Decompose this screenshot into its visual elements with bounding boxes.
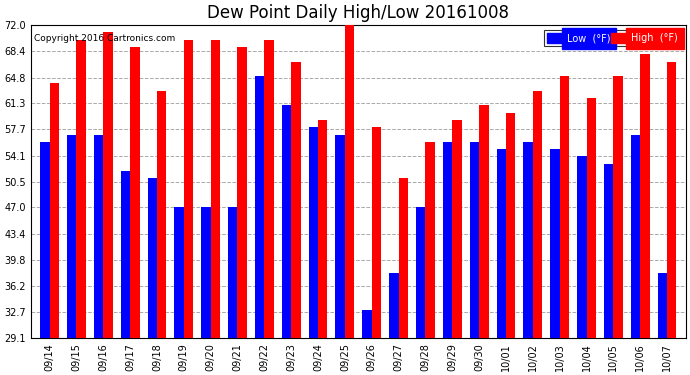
Bar <box>210 40 220 338</box>
Bar <box>255 76 264 338</box>
Bar <box>291 62 301 338</box>
Bar <box>362 309 372 338</box>
Bar <box>67 135 77 338</box>
Bar <box>497 149 506 338</box>
Bar <box>533 91 542 338</box>
Bar <box>372 127 381 338</box>
Bar <box>335 135 345 338</box>
Bar <box>50 84 59 338</box>
Bar <box>318 120 328 338</box>
Bar <box>104 32 112 338</box>
Bar <box>604 164 613 338</box>
Bar <box>40 142 50 338</box>
Bar <box>613 76 623 338</box>
Bar <box>416 207 426 338</box>
Text: Copyright 2016 Cartronics.com: Copyright 2016 Cartronics.com <box>34 34 175 44</box>
Bar <box>658 273 667 338</box>
Bar <box>389 273 399 338</box>
Bar <box>345 18 354 338</box>
Bar <box>524 142 533 338</box>
Bar <box>184 40 193 338</box>
Bar <box>470 142 479 338</box>
Bar <box>77 40 86 338</box>
Bar <box>308 127 318 338</box>
Legend: Low  (°F), High  (°F): Low (°F), High (°F) <box>544 30 681 46</box>
Bar <box>130 47 139 338</box>
Bar <box>237 47 247 338</box>
Bar <box>426 142 435 338</box>
Bar <box>94 135 104 338</box>
Bar <box>148 178 157 338</box>
Bar <box>640 54 649 338</box>
Bar <box>228 207 237 338</box>
Bar <box>560 76 569 338</box>
Bar <box>264 40 274 338</box>
Bar <box>452 120 462 338</box>
Bar <box>157 91 166 338</box>
Bar <box>201 207 210 338</box>
Bar <box>399 178 408 338</box>
Bar <box>550 149 560 338</box>
Bar <box>506 112 515 338</box>
Bar <box>667 62 676 338</box>
Bar <box>282 105 291 338</box>
Bar <box>479 105 489 338</box>
Bar <box>175 207 184 338</box>
Bar <box>121 171 130 338</box>
Bar <box>577 156 586 338</box>
Bar <box>631 135 640 338</box>
Bar <box>586 98 596 338</box>
Title: Dew Point Daily High/Low 20161008: Dew Point Daily High/Low 20161008 <box>207 4 509 22</box>
Bar <box>443 142 452 338</box>
